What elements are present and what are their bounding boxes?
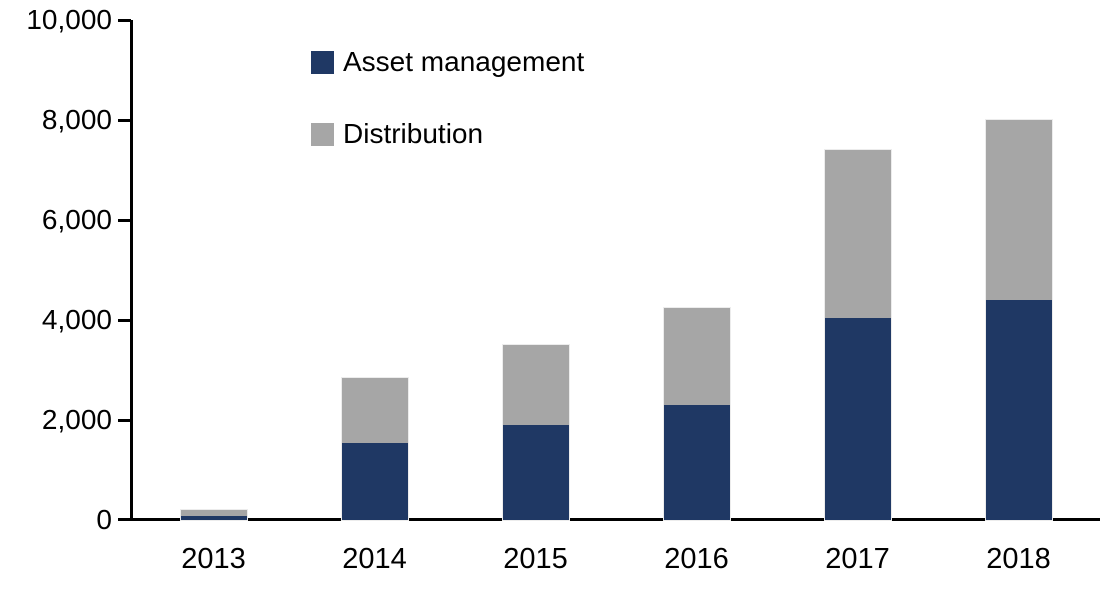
bar-segment-asset-management-2013 (180, 515, 247, 520)
bar-segment-distribution-2017 (824, 150, 891, 318)
bar-2017 (823, 149, 892, 521)
bar-slot-2018 (938, 20, 1099, 521)
bar-2018 (984, 119, 1053, 521)
bar-segment-distribution-2016 (663, 307, 730, 405)
bar-segment-asset-management-2015 (502, 425, 569, 520)
legend: Asset management Distribution (311, 48, 584, 148)
x-axis-label-2013: 2013 (181, 543, 246, 575)
y-axis-tick (118, 319, 131, 322)
y-axis-tick-label: 4,000 (41, 304, 112, 335)
legend-item-asset-management: Asset management (311, 48, 584, 76)
y-axis-tick-label: 8,000 (41, 104, 112, 135)
bar-slot-2014 (294, 20, 455, 521)
bar-segment-asset-management-2017 (824, 317, 891, 520)
bar-slot-2016 (616, 20, 777, 521)
bar-segment-distribution-2018 (985, 120, 1052, 300)
bar-segment-asset-management-2014 (341, 442, 408, 520)
bar-2015 (501, 344, 570, 521)
y-axis-tick-label: 2,000 (41, 404, 112, 435)
bar-2014 (340, 376, 409, 521)
bar-segment-asset-management-2018 (985, 300, 1052, 520)
bar-slot-2015 (455, 20, 616, 521)
bar-segment-distribution-2015 (502, 345, 569, 425)
bar-slot-2013 (133, 20, 294, 521)
legend-label-distribution: Distribution (343, 118, 484, 149)
legend-label-asset-management: Asset management (343, 46, 585, 77)
y-axis-tick (118, 419, 131, 422)
x-axis-label-2015: 2015 (503, 543, 568, 575)
bars-row (133, 20, 1099, 521)
distribution-swatch-icon (311, 122, 334, 146)
bar-segment-distribution-2013 (180, 510, 247, 516)
x-axis-label-2016: 2016 (664, 543, 729, 575)
legend-item-distribution: Distribution (311, 120, 584, 148)
x-axis-line (118, 518, 1100, 521)
x-axis-labels: 2013 2014 2015 2016 2017 2018 (133, 541, 1099, 577)
x-axis-label-2017: 2017 (825, 543, 890, 575)
x-axis-label-2018: 2018 (986, 543, 1051, 575)
bar-2016 (662, 306, 731, 521)
bar-slot-2017 (777, 20, 938, 521)
y-axis-tick-label: 6,000 (41, 204, 112, 235)
y-axis-tick (118, 19, 131, 22)
y-axis-line (130, 20, 133, 521)
y-axis-tick-label: 0 (96, 504, 112, 535)
y-axis-tick (118, 119, 131, 122)
y-axis-tick-label: 10,000 (26, 4, 112, 35)
x-axis-label-2014: 2014 (342, 543, 407, 575)
bar-2013 (179, 509, 248, 521)
plot-area: Asset management Distribution (133, 20, 1099, 521)
bar-segment-distribution-2014 (341, 377, 408, 443)
bar-segment-asset-management-2016 (663, 405, 730, 520)
asset-management-swatch-icon (311, 50, 334, 74)
y-axis-tick (118, 219, 131, 222)
